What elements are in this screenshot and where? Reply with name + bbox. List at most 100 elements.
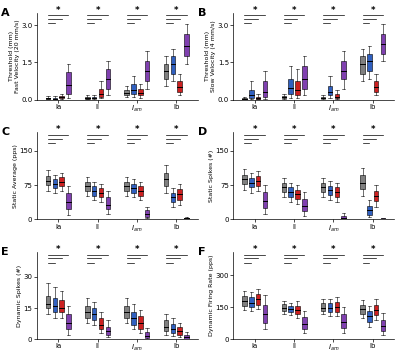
Bar bbox=[282, 183, 286, 192]
Text: E: E bbox=[1, 247, 9, 257]
Bar bbox=[374, 305, 378, 315]
Bar bbox=[342, 61, 346, 79]
Bar bbox=[170, 193, 175, 202]
Text: *: * bbox=[174, 245, 178, 254]
Bar bbox=[66, 314, 71, 329]
Bar bbox=[59, 96, 64, 98]
Bar bbox=[282, 304, 286, 311]
Bar bbox=[131, 312, 136, 325]
Text: *: * bbox=[370, 245, 375, 254]
Bar bbox=[334, 94, 339, 98]
Bar bbox=[131, 84, 136, 94]
Text: A: A bbox=[1, 8, 10, 18]
Bar bbox=[124, 182, 129, 191]
Bar bbox=[374, 81, 378, 92]
Bar bbox=[334, 302, 339, 312]
Text: *: * bbox=[135, 125, 139, 134]
Bar bbox=[263, 192, 267, 209]
Bar bbox=[52, 298, 57, 312]
Bar bbox=[360, 56, 365, 74]
Text: *: * bbox=[252, 245, 257, 254]
Bar bbox=[46, 176, 50, 185]
Y-axis label: Threshold (mm)
Fast Velocity (20 mm/s): Threshold (mm) Fast Velocity (20 mm/s) bbox=[8, 19, 20, 93]
Bar bbox=[85, 182, 90, 191]
Bar bbox=[145, 61, 150, 81]
Text: *: * bbox=[331, 245, 336, 254]
Bar bbox=[374, 191, 378, 201]
Text: F: F bbox=[198, 247, 205, 257]
Bar bbox=[46, 98, 50, 99]
Bar bbox=[321, 97, 326, 98]
Bar bbox=[52, 98, 57, 99]
Bar bbox=[367, 311, 372, 322]
Bar bbox=[106, 197, 110, 209]
Bar bbox=[342, 314, 346, 328]
Bar bbox=[164, 321, 168, 331]
Bar bbox=[66, 73, 71, 94]
Bar bbox=[178, 81, 182, 92]
Text: *: * bbox=[135, 245, 139, 254]
Bar bbox=[381, 320, 385, 331]
Bar bbox=[145, 332, 150, 338]
Bar bbox=[367, 206, 372, 215]
Text: C: C bbox=[1, 127, 9, 137]
Bar bbox=[249, 178, 254, 187]
Bar bbox=[302, 199, 306, 211]
Bar bbox=[106, 69, 110, 89]
Bar bbox=[360, 176, 365, 189]
Bar bbox=[288, 79, 293, 94]
Y-axis label: Dynamic Spikes (#): Dynamic Spikes (#) bbox=[17, 265, 22, 327]
Y-axis label: Dynamic Firing Rate (pps): Dynamic Firing Rate (pps) bbox=[209, 255, 214, 336]
Text: *: * bbox=[252, 6, 257, 15]
Text: *: * bbox=[174, 125, 178, 134]
Bar bbox=[138, 186, 142, 196]
Bar bbox=[302, 317, 306, 329]
Text: *: * bbox=[56, 245, 60, 254]
Bar bbox=[295, 190, 300, 199]
Text: D: D bbox=[198, 127, 207, 137]
Bar bbox=[170, 56, 175, 74]
Bar bbox=[334, 187, 339, 196]
Bar bbox=[59, 300, 64, 312]
Bar bbox=[170, 323, 175, 333]
Bar bbox=[85, 306, 90, 318]
Bar bbox=[85, 97, 90, 99]
Text: *: * bbox=[331, 125, 336, 134]
Text: *: * bbox=[370, 125, 375, 134]
Text: *: * bbox=[331, 6, 336, 15]
Bar bbox=[302, 66, 306, 89]
Text: *: * bbox=[292, 6, 296, 15]
Bar bbox=[99, 318, 103, 329]
Y-axis label: Threshold (mm)
Slow Velocity (4 mm/s): Threshold (mm) Slow Velocity (4 mm/s) bbox=[205, 20, 216, 92]
Bar bbox=[295, 306, 300, 314]
Text: *: * bbox=[135, 6, 139, 15]
Bar bbox=[321, 303, 326, 311]
Bar bbox=[328, 186, 332, 195]
Bar bbox=[242, 296, 247, 306]
Bar bbox=[99, 188, 103, 197]
Text: *: * bbox=[370, 6, 375, 15]
Bar bbox=[99, 89, 103, 97]
Text: *: * bbox=[56, 125, 60, 134]
Bar bbox=[124, 90, 129, 95]
Bar bbox=[145, 210, 150, 217]
Bar bbox=[131, 184, 136, 193]
Bar bbox=[256, 176, 260, 186]
Bar bbox=[178, 189, 182, 200]
Text: *: * bbox=[174, 6, 178, 15]
Bar bbox=[282, 96, 286, 98]
Bar bbox=[242, 174, 247, 184]
Bar bbox=[92, 186, 96, 196]
Bar bbox=[106, 327, 110, 335]
Bar bbox=[263, 305, 267, 322]
Bar bbox=[263, 81, 267, 97]
Text: *: * bbox=[95, 245, 100, 254]
Bar bbox=[295, 81, 300, 95]
Bar bbox=[256, 294, 260, 305]
Bar bbox=[184, 34, 189, 56]
Text: *: * bbox=[56, 6, 60, 15]
Bar bbox=[138, 89, 142, 95]
Bar bbox=[164, 64, 168, 79]
Bar bbox=[184, 335, 189, 339]
Bar bbox=[256, 97, 260, 98]
